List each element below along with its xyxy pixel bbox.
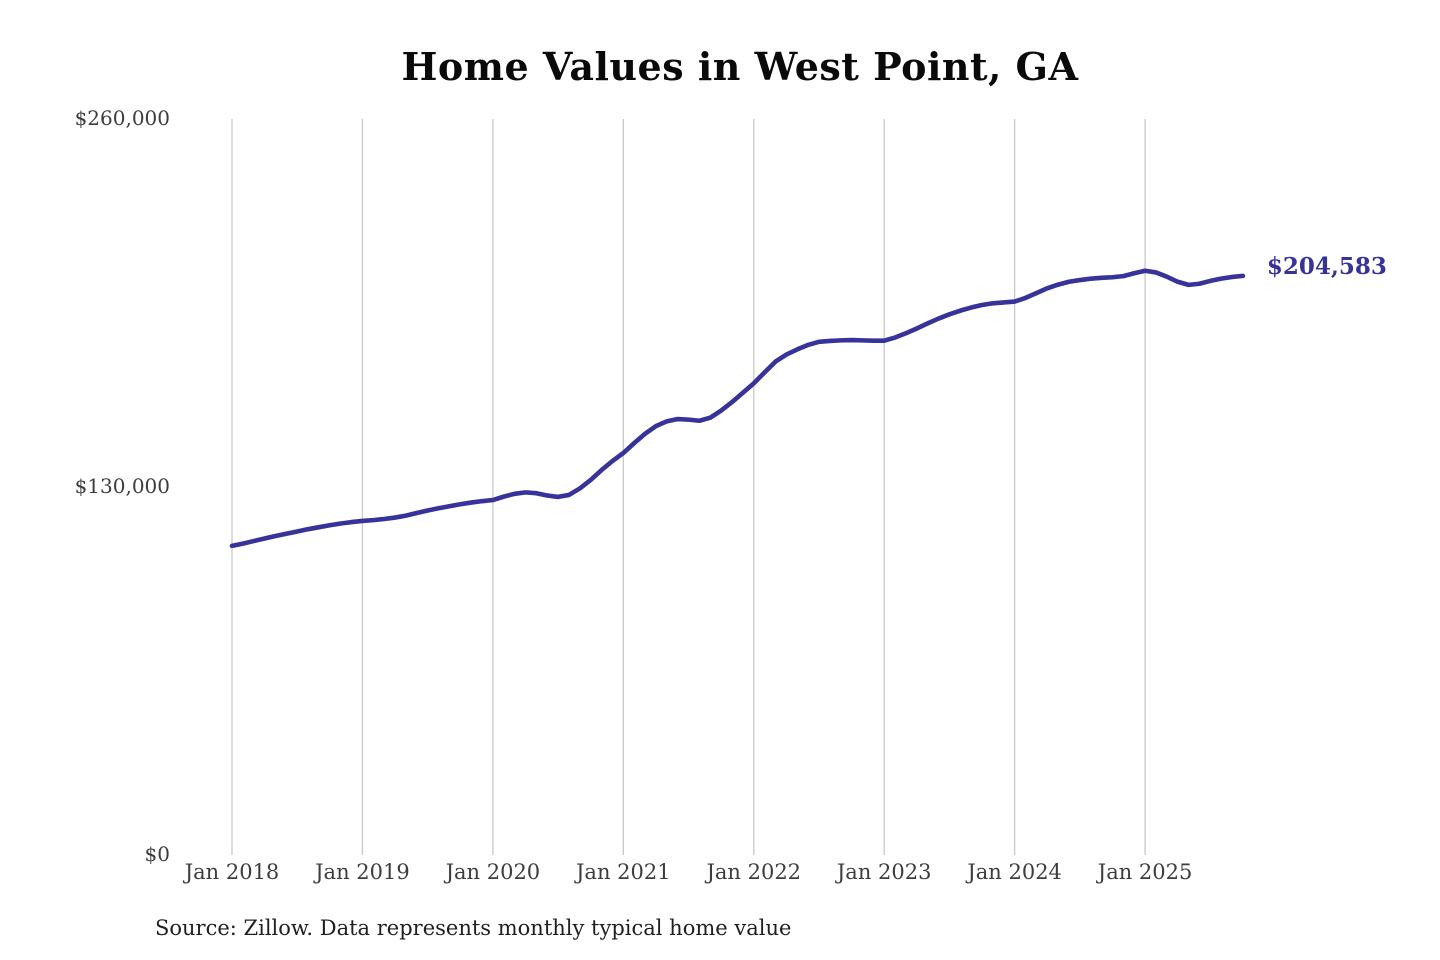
chart-title: Home Values in West Point, GA (401, 44, 1079, 89)
y-tick-label: $260,000 (74, 106, 170, 130)
x-tick-label: Jan 2022 (706, 860, 802, 884)
x-tick-label: Jan 2023 (836, 860, 932, 884)
x-tick-label: Jan 2018 (184, 860, 280, 884)
source-note: Source: Zillow. Data represents monthly … (155, 916, 792, 940)
y-tick-label: $130,000 (74, 474, 170, 498)
x-tick-label: Jan 2025 (1097, 860, 1193, 884)
home-value-line (229, 268, 1246, 549)
last-value-label: $204,583 (1266, 252, 1387, 280)
y-tick-label: $0 (144, 842, 170, 866)
x-tick-label: Jan 2020 (445, 860, 541, 884)
x-tick-label: Jan 2024 (967, 860, 1062, 884)
x-tick-label: Jan 2019 (315, 860, 410, 884)
x-tick-label: Jan 2021 (576, 860, 671, 884)
